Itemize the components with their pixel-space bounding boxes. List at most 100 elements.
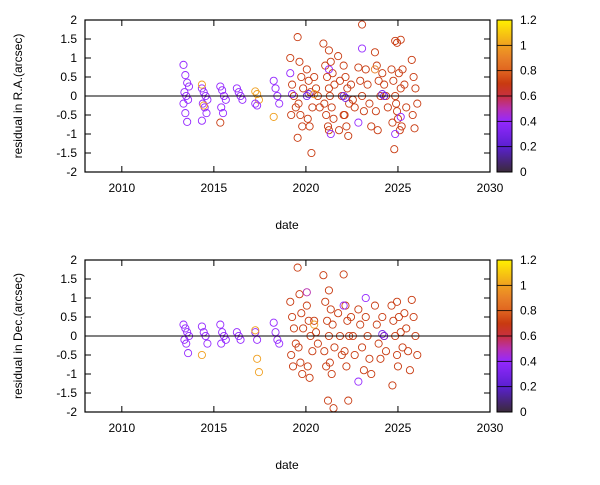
data-point xyxy=(324,286,333,295)
data-point xyxy=(329,404,338,413)
data-point xyxy=(251,326,260,335)
data-point xyxy=(305,373,314,382)
data-point xyxy=(402,324,411,333)
data-point xyxy=(275,99,284,108)
data-point xyxy=(304,76,313,85)
dec-residual-panel: residual in Dec.(arcsec) date -2 -1.5 -1 -0… xyxy=(11,253,537,472)
data-point xyxy=(340,110,349,120)
data-point xyxy=(339,301,348,310)
data-point xyxy=(383,103,392,112)
data-point xyxy=(293,33,302,42)
data-point xyxy=(302,301,311,310)
data-point xyxy=(303,362,312,371)
data-point xyxy=(286,53,295,63)
data-point xyxy=(394,312,403,322)
colorbar-tick-label: 1 xyxy=(520,38,527,52)
data-point xyxy=(370,65,379,74)
data-point xyxy=(359,107,368,116)
data-point xyxy=(378,312,387,322)
y-tick-label: 0.5 xyxy=(60,310,77,324)
data-point xyxy=(286,69,295,78)
data-point xyxy=(389,76,398,85)
data-point xyxy=(381,347,391,356)
data-point xyxy=(297,72,306,82)
data-point xyxy=(402,103,411,112)
y-tick-label: -1.5 xyxy=(56,386,77,400)
data-point xyxy=(288,80,297,89)
data-point xyxy=(413,350,422,360)
data-point xyxy=(324,65,333,74)
data-point xyxy=(340,347,349,356)
colorbar-tick-label: 0.2 xyxy=(520,380,537,394)
data-point xyxy=(341,301,350,310)
data-point xyxy=(294,99,303,108)
data-point xyxy=(344,131,353,140)
data-point xyxy=(287,110,296,120)
data-point xyxy=(320,99,329,108)
data-point xyxy=(253,101,262,110)
y-tick-label: -0.5 xyxy=(56,108,77,122)
data-point xyxy=(354,305,363,314)
data-point xyxy=(358,20,367,29)
data-point xyxy=(400,80,409,89)
ra-y-axis-label: residual in R.A.(arcsec) xyxy=(11,34,25,159)
ra-x-axis-label: date xyxy=(275,218,299,232)
data-point xyxy=(321,297,330,306)
data-point xyxy=(308,103,317,112)
data-point xyxy=(346,312,356,322)
y-tick-label: -2 xyxy=(66,165,77,179)
data-point xyxy=(289,324,298,333)
data-point xyxy=(295,290,304,299)
data-point xyxy=(269,318,278,327)
data-point xyxy=(298,369,307,379)
data-point xyxy=(374,339,383,348)
data-point xyxy=(203,339,212,348)
y-tick-label: 1 xyxy=(70,291,77,305)
data-point xyxy=(388,118,397,127)
data-point xyxy=(181,71,190,80)
data-point xyxy=(374,76,383,85)
y-tick-label: -1 xyxy=(66,367,77,381)
data-point xyxy=(354,118,363,127)
data-point xyxy=(330,80,339,89)
data-point xyxy=(363,80,372,89)
x-tick-label: 2015 xyxy=(201,421,228,435)
data-point xyxy=(302,65,311,74)
data-point xyxy=(330,343,339,352)
data-point xyxy=(334,52,343,61)
data-point xyxy=(325,358,334,367)
data-point xyxy=(324,46,333,55)
x-tick-label: 2025 xyxy=(385,181,412,195)
data-point xyxy=(305,122,314,131)
data-point xyxy=(398,65,407,74)
data-point xyxy=(183,117,192,126)
data-point xyxy=(308,347,317,356)
data-point xyxy=(217,339,226,348)
data-point xyxy=(197,80,206,89)
data-point xyxy=(253,335,262,344)
colorbar-tick-label: 0.6 xyxy=(520,89,537,103)
data-point xyxy=(310,72,319,82)
data-point xyxy=(378,90,387,99)
data-point xyxy=(202,109,211,118)
data-point xyxy=(329,114,338,123)
data-point xyxy=(310,316,319,325)
data-point xyxy=(408,110,417,120)
data-point xyxy=(413,99,422,108)
data-point xyxy=(216,118,225,127)
data-point xyxy=(356,76,365,85)
data-point xyxy=(389,316,398,325)
data-point xyxy=(367,122,376,131)
colorbar-tick-label: 0.4 xyxy=(520,354,537,368)
data-point xyxy=(361,65,370,74)
y-tick-label: -0.5 xyxy=(56,348,77,362)
data-point xyxy=(199,101,208,110)
data-point xyxy=(392,297,402,306)
y-tick-label: 1 xyxy=(70,51,77,65)
y-tick-label: 0.5 xyxy=(60,70,77,84)
data-point xyxy=(326,129,335,139)
data-point xyxy=(376,354,385,363)
data-point xyxy=(275,339,284,348)
data-point xyxy=(319,39,328,48)
